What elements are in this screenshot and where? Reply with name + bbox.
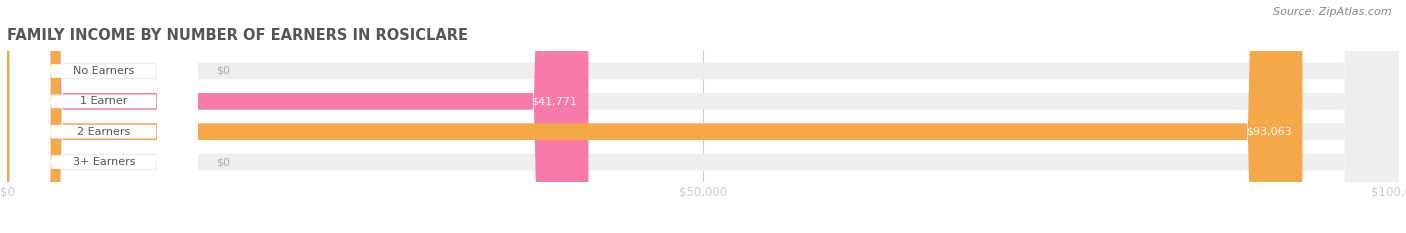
Text: $0: $0 (217, 157, 229, 167)
Text: No Earners: No Earners (73, 66, 135, 76)
FancyBboxPatch shape (7, 0, 589, 233)
FancyBboxPatch shape (7, 0, 1302, 233)
Text: FAMILY INCOME BY NUMBER OF EARNERS IN ROSICLARE: FAMILY INCOME BY NUMBER OF EARNERS IN RO… (7, 28, 468, 43)
Text: $93,063: $93,063 (1246, 127, 1291, 137)
Text: $41,771: $41,771 (531, 96, 578, 106)
FancyBboxPatch shape (10, 0, 198, 233)
FancyBboxPatch shape (10, 0, 198, 233)
Text: $0: $0 (217, 66, 229, 76)
FancyBboxPatch shape (7, 0, 1399, 233)
FancyBboxPatch shape (10, 0, 198, 233)
FancyBboxPatch shape (10, 0, 198, 233)
FancyBboxPatch shape (7, 0, 1399, 233)
Text: 3+ Earners: 3+ Earners (73, 157, 135, 167)
Text: 1 Earner: 1 Earner (80, 96, 128, 106)
Text: 2 Earners: 2 Earners (77, 127, 131, 137)
FancyBboxPatch shape (7, 0, 1399, 233)
FancyBboxPatch shape (7, 0, 1399, 233)
Text: Source: ZipAtlas.com: Source: ZipAtlas.com (1274, 7, 1392, 17)
